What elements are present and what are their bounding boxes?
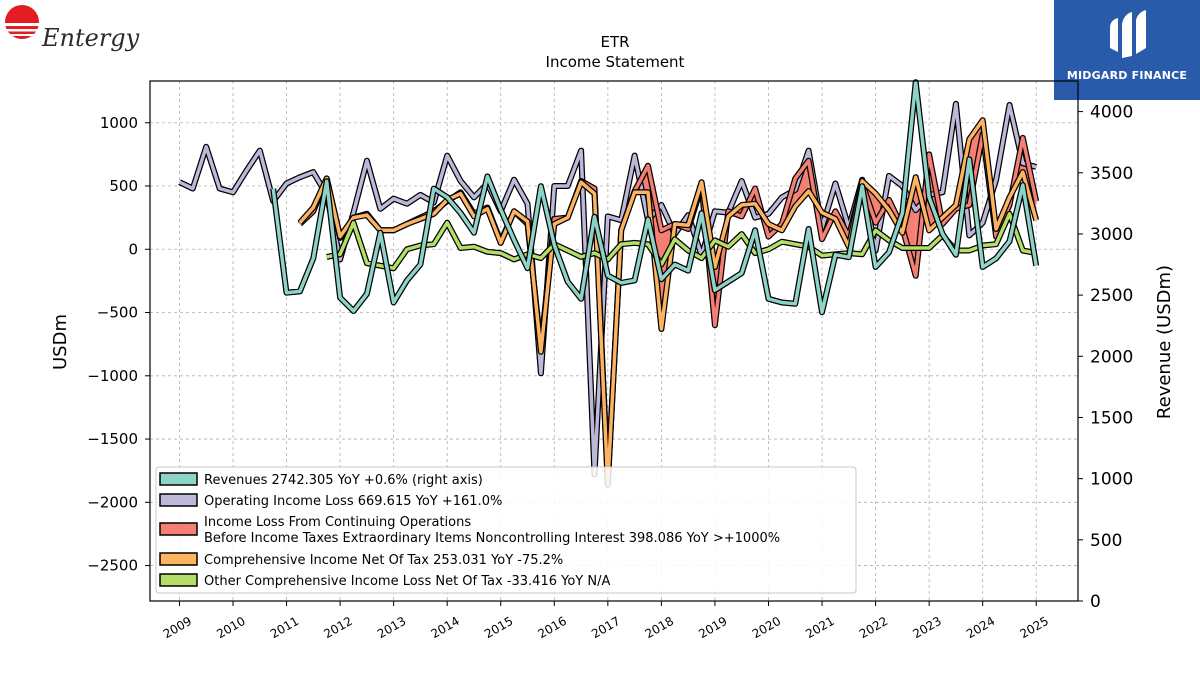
y2-tick-label: 2500 (1090, 286, 1133, 306)
x-tick-label: 2022 (857, 614, 890, 641)
legend-swatch (159, 552, 198, 566)
legend: Revenues 2742.305 YoY +0.6% (right axis)… (155, 466, 857, 594)
legend-label: Before Income Taxes Extraordinary Items … (204, 531, 780, 546)
x-tick-label: 2023 (910, 614, 943, 641)
x-tick-label: 2011 (268, 614, 301, 641)
y2-tick-label: 2000 (1090, 347, 1133, 367)
y-tick-label: 0 (128, 240, 138, 258)
x-tick-label: 2013 (375, 614, 408, 641)
legend-swatch (159, 573, 198, 587)
legend-swatch (159, 472, 198, 486)
x-tick-label: 2014 (428, 614, 461, 641)
x-tick-label: 2025 (1018, 614, 1051, 641)
entergy-logo: Entergy (4, 4, 144, 54)
x-tick-label: 2012 (321, 614, 354, 641)
entergy-sun-icon (4, 5, 40, 39)
y2-tick-label: 500 (1090, 531, 1122, 551)
x-tick-label: 2021 (803, 614, 836, 641)
x-tick-label: 2020 (750, 614, 783, 641)
entergy-wordmark: Entergy (42, 24, 140, 52)
midgard-emblem-icon (1110, 10, 1146, 58)
x-tick-label: 2024 (964, 614, 997, 641)
series-line (298, 118, 1038, 487)
y2-tick-label: 3500 (1090, 164, 1133, 184)
y2-tick-label: 1500 (1090, 408, 1133, 428)
chart-subtitle: Income Statement (546, 53, 685, 71)
x-tick-label: 2018 (643, 614, 676, 641)
midgard-finance-wordmark: MIDGARD FINANCE (1066, 69, 1188, 82)
series-layer (178, 79, 1040, 488)
y-tick-label: −1500 (87, 430, 138, 448)
y2-tick-label: 4000 (1090, 103, 1133, 123)
chart-title: ETR (600, 33, 629, 51)
y-axis-label: USDm (50, 314, 71, 370)
x-tick-label: 2019 (696, 614, 729, 641)
legend-box (155, 466, 857, 594)
legend-label: Operating Income Loss 669.615 YoY +161.0… (204, 494, 502, 509)
legend-label: Comprehensive Income Net Of Tax 253.031 … (204, 553, 563, 568)
legend-label: Income Loss From Continuing Operations (204, 515, 471, 530)
legend-label: Revenues 2742.305 YoY +0.6% (right axis) (204, 473, 483, 488)
x-tick-label: 2009 (161, 614, 194, 641)
y-tick-label: −1000 (87, 367, 138, 385)
y2-tick-label: 0 (1090, 592, 1101, 612)
x-tick-label: 2017 (589, 614, 622, 641)
x-tick-label: 2016 (536, 614, 569, 641)
y-tick-label: 1000 (100, 114, 138, 132)
plot-frame (149, 80, 1079, 602)
y-tick-label: −500 (97, 304, 138, 322)
series-line (326, 212, 1037, 271)
x-tick-label: 2015 (482, 614, 515, 641)
legend-swatch (159, 522, 198, 536)
y2-tick-label: 1000 (1090, 470, 1133, 490)
y2-tick-label: 3000 (1090, 225, 1133, 245)
y2-axis-label: Revenue (USDm) (1154, 265, 1175, 419)
legend-swatch (159, 493, 198, 507)
y-tick-label: −2500 (87, 557, 138, 575)
y-tick-label: −2000 (87, 493, 138, 511)
legend-label: Other Comprehensive Income Loss Net Of T… (204, 574, 610, 589)
y-tick-label: 500 (109, 177, 138, 195)
series-line (271, 80, 1038, 314)
x-tick-label: 2010 (214, 614, 247, 641)
